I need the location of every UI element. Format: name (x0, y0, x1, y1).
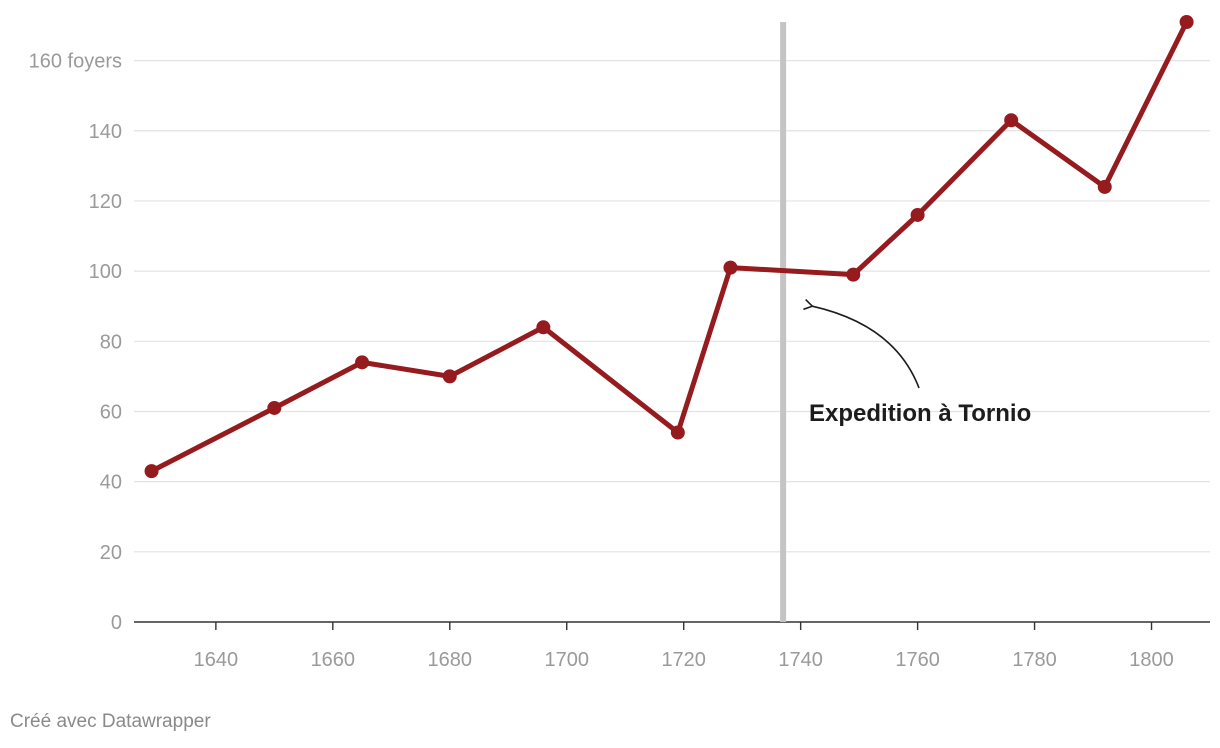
series-layer (144, 15, 1194, 479)
y-tick-label-0: 0 (111, 612, 122, 634)
annotation-arrow (803, 298, 920, 389)
data-point-1650 (267, 400, 282, 415)
data-point-1680 (442, 369, 457, 384)
data-point-1806 (1179, 15, 1194, 29)
annotation-layer: Expedition à Tornio (803, 298, 1031, 427)
x-tick-label-1780: 1780 (1012, 649, 1057, 671)
y-tick-label-100: 100 (89, 261, 122, 283)
x-tick-label-1760: 1760 (895, 649, 940, 671)
data-point-1728 (723, 260, 738, 275)
data-point-1776 (1004, 113, 1019, 128)
data-point-1749 (846, 267, 861, 282)
y-tick-label-160: 160 foyers (29, 51, 122, 73)
data-point-1629 (144, 464, 159, 479)
data-point-1665 (355, 355, 370, 370)
x-tick-label-1660: 1660 (311, 649, 356, 671)
x-tick-label-1740: 1740 (778, 649, 823, 671)
x-tick-label-1720: 1720 (661, 649, 706, 671)
y-tick-label-40: 40 (100, 472, 122, 494)
data-point-1792 (1097, 179, 1112, 194)
y-tick-label-60: 60 (100, 401, 122, 423)
x-tick-label-1640: 1640 (194, 649, 239, 671)
y-tick-label-120: 120 (89, 191, 122, 213)
y-tick-label-140: 140 (89, 121, 122, 143)
x-axis: 1640 1660 1680 1700 1720 1740 1760 1780 1800 (134, 621, 1210, 671)
data-point-1760 (910, 207, 925, 222)
series-line-0 (149, 19, 1190, 474)
y-tick-label-20: 20 (100, 542, 122, 564)
y-axis-tick-labels: 0 20 40 60 80 100 120 140 160 foyers (29, 51, 122, 634)
x-tick-label-1700: 1700 (544, 649, 589, 671)
data-point-1719 (670, 425, 685, 440)
grid-lines (134, 59, 1210, 553)
y-tick-label-80: 80 (100, 331, 122, 353)
data-point-1696 (536, 320, 551, 335)
x-tick-label-1680: 1680 (428, 649, 473, 671)
annotation-label: Expedition à Tornio (809, 400, 1031, 427)
footer-credit: Créé avec Datawrapper (10, 711, 211, 732)
x-tick-label-1800: 1800 (1129, 649, 1174, 671)
